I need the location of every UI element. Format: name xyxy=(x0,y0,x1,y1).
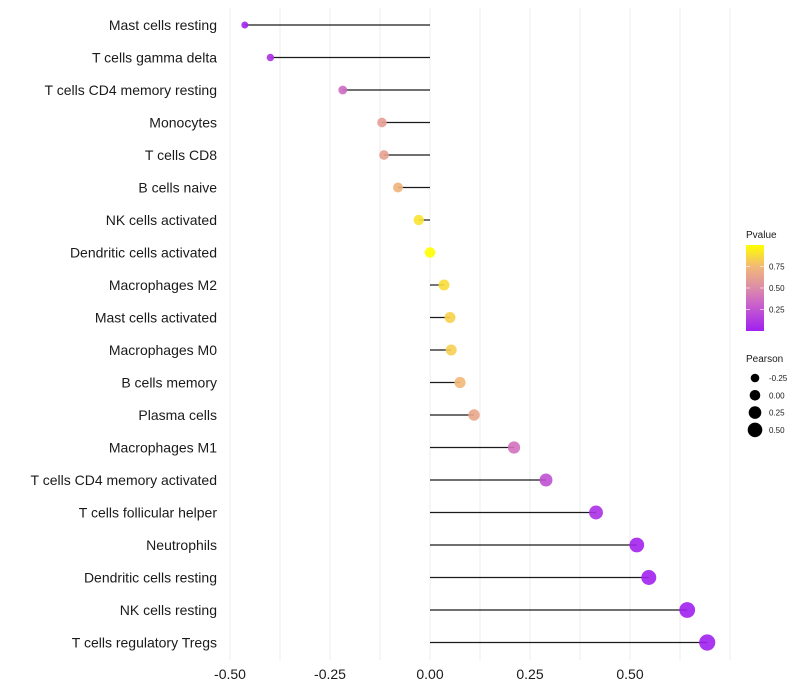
data-point xyxy=(241,21,249,29)
y-tick-label: B cells naive xyxy=(138,180,217,196)
size-legend-items: -0.25 0.00 0.25 0.50 xyxy=(747,373,788,438)
data-point xyxy=(468,409,480,421)
data-point xyxy=(699,634,716,651)
color-tick-label: 0.75 xyxy=(769,263,785,272)
y-tick-label: Plasma cells xyxy=(138,407,217,423)
y-tick-label: NK cells activated xyxy=(106,212,217,228)
data-point xyxy=(641,570,657,585)
data-point xyxy=(629,537,645,553)
dots xyxy=(241,21,716,651)
size-legend-dot xyxy=(747,422,763,438)
grid-lines xyxy=(229,8,731,660)
data-point xyxy=(589,505,603,520)
data-point xyxy=(338,85,348,95)
y-tick-label: NK cells resting xyxy=(120,602,217,618)
color-tick-label: 0.25 xyxy=(769,306,785,315)
data-point xyxy=(539,473,553,487)
data-point xyxy=(413,214,424,226)
y-tick-label: Monocytes xyxy=(149,115,217,131)
color-tick-label: 0.50 xyxy=(769,284,785,293)
y-tick-label: Mast cells activated xyxy=(95,310,217,326)
y-axis-labels: Mast cells resting T cells gamma delta T c… xyxy=(31,17,218,651)
y-tick-label: T cells follicular helper xyxy=(79,505,218,521)
data-point xyxy=(445,344,457,356)
size-legend-label: 0.25 xyxy=(769,409,785,418)
size-legend-dot xyxy=(750,373,760,383)
x-tick-label: 0.25 xyxy=(516,666,543,682)
data-point xyxy=(266,53,275,62)
data-point xyxy=(377,117,387,128)
y-tick-label: T cells CD8 xyxy=(145,147,217,163)
size-legend-dot xyxy=(748,406,762,419)
size-legend-title: Pearson xyxy=(746,354,783,365)
size-legend-dot xyxy=(749,390,761,401)
color-legend-ticks: 0.25 0.50 0.75 xyxy=(746,263,785,315)
x-tick-label: -0.50 xyxy=(214,666,246,682)
y-tick-label: Macrophages M0 xyxy=(109,342,217,358)
y-tick-label: B cells memory xyxy=(121,375,217,391)
data-point xyxy=(454,376,466,389)
size-legend-label: 0.00 xyxy=(769,391,785,400)
x-axis-ticks: -0.50 -0.25 0.00 0.25 0.50 xyxy=(214,666,644,682)
data-point xyxy=(393,182,403,193)
data-point xyxy=(438,279,450,291)
y-tick-label: Neutrophils xyxy=(146,537,217,553)
color-legend-title: Pvalue xyxy=(746,230,777,241)
size-legend-label: 0.50 xyxy=(769,426,785,435)
data-point xyxy=(679,602,696,618)
x-tick-label: -0.25 xyxy=(314,666,346,682)
y-tick-label: Dendritic cells activated xyxy=(70,245,217,261)
color-bar xyxy=(746,245,764,331)
y-tick-label: Dendritic cells resting xyxy=(84,570,217,586)
legend: Pvalue 0.25 0.50 0.75 Pearson -0.25 0.00 0.2… xyxy=(746,230,788,438)
data-point xyxy=(507,441,521,454)
y-tick-label: T cells CD4 memory resting xyxy=(45,82,217,98)
x-tick-label: 0.00 xyxy=(416,666,443,682)
data-point xyxy=(379,150,389,160)
y-tick-label: T cells gamma delta xyxy=(92,50,217,66)
y-tick-label: Macrophages M1 xyxy=(109,440,217,456)
x-tick-label: 0.50 xyxy=(616,666,643,682)
y-tick-label: T cells CD4 memory activated xyxy=(31,472,217,488)
y-tick-label: Mast cells resting xyxy=(109,17,217,33)
data-point xyxy=(424,247,436,258)
size-legend-label: -0.25 xyxy=(769,374,788,383)
y-tick-label: T cells regulatory Tregs xyxy=(72,635,217,651)
data-point xyxy=(444,312,456,323)
stems xyxy=(244,24,708,644)
y-tick-label: Macrophages M2 xyxy=(109,277,217,293)
